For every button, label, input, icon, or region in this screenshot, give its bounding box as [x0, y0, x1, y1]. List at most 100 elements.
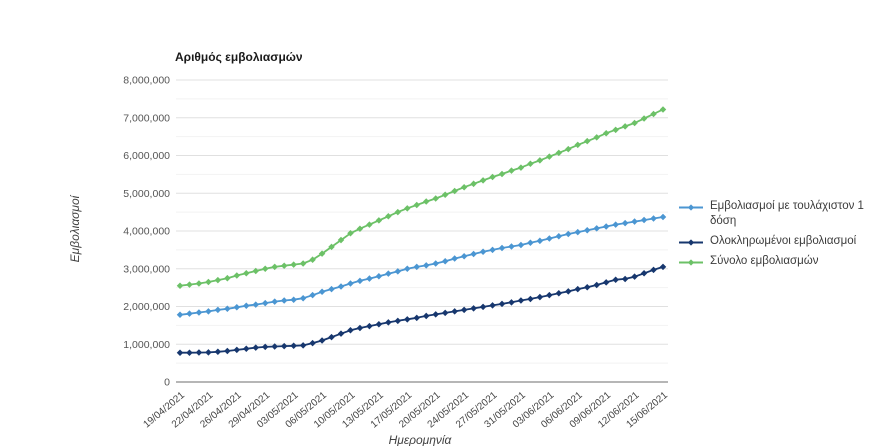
data-point-marker: [375, 217, 383, 224]
y-tick-label: 8,000,000: [123, 75, 170, 87]
legend-item-fully-vaccinated: Ολοκληρωμένοι εμβολιασμοί: [679, 234, 875, 249]
data-point-marker: [280, 262, 288, 269]
data-point-marker: [659, 106, 667, 113]
data-point-marker: [422, 312, 430, 320]
data-point-marker: [337, 330, 345, 337]
data-point-marker: [441, 309, 449, 317]
data-point-marker: [470, 180, 477, 188]
data-point-marker: [565, 145, 572, 153]
data-point-marker: [650, 266, 657, 274]
data-point-marker: [460, 183, 468, 191]
data-point-marker: [290, 296, 297, 303]
data-point-marker: [565, 288, 572, 295]
data-point-marker: [271, 298, 278, 305]
data-point-marker: [422, 262, 430, 269]
data-point-marker: [574, 285, 582, 293]
data-point-marker: [318, 337, 326, 344]
data-point-marker: [385, 319, 392, 326]
data-point-marker: [309, 339, 316, 347]
data-point-marker: [186, 310, 193, 317]
data-point-marker: [252, 344, 260, 351]
data-point-marker: [328, 285, 335, 293]
series-0: [176, 213, 667, 319]
data-point-marker: [612, 276, 619, 283]
x-axis-title: Ημερομηνία: [388, 433, 452, 446]
data-point-marker: [176, 349, 184, 356]
data-point-marker: [271, 343, 278, 350]
data-point-marker: [631, 273, 638, 280]
data-point-marker: [527, 160, 534, 168]
data-point-marker: [574, 228, 582, 236]
y-tick-label: 3,000,000: [123, 263, 170, 275]
data-point-marker: [243, 345, 250, 353]
data-point-marker: [612, 221, 619, 228]
data-point-marker: [470, 250, 477, 258]
data-point-marker: [375, 273, 383, 280]
data-point-marker: [527, 295, 534, 303]
data-point-marker: [347, 280, 354, 287]
data-point-marker: [205, 278, 212, 286]
data-point-marker: [280, 297, 288, 304]
data-point-marker: [593, 281, 600, 289]
data-point-marker: [555, 149, 563, 157]
data-point-marker: [583, 226, 591, 234]
data-point-marker: [536, 293, 544, 301]
data-point-marker: [252, 301, 260, 308]
y-tick-label: 5,000,000: [123, 188, 170, 200]
data-point-marker: [233, 346, 241, 354]
y-tick-label: 2,000,000: [123, 301, 170, 313]
data-point-marker: [261, 299, 269, 307]
data-point-marker: [356, 225, 364, 232]
y-tick-label: 7,000,000: [123, 112, 170, 124]
data-point-marker: [195, 349, 203, 356]
legend-item-label: Εμβολιασμοί με τουλάχιστον 1 δόση: [710, 200, 864, 227]
data-point-marker: [337, 283, 345, 290]
data-point-marker: [470, 305, 477, 312]
data-point-marker: [413, 201, 421, 209]
data-point-marker: [404, 316, 411, 323]
data-point-marker: [460, 306, 468, 314]
data-point-marker: [243, 270, 250, 277]
data-point-marker: [432, 311, 439, 318]
data-point-marker: [631, 119, 638, 127]
data-point-marker: [546, 291, 553, 299]
data-point-marker: [451, 187, 458, 195]
data-point-marker: [413, 263, 421, 271]
data-point-marker: [508, 243, 515, 250]
data-point-marker: [536, 237, 544, 245]
legend: Εμβολιασμοί με τουλάχιστον 1 δόση Ολοκλη…: [679, 199, 875, 274]
data-point-marker: [612, 126, 619, 134]
data-point-marker: [565, 230, 572, 238]
data-point-marker: [394, 317, 402, 325]
data-point-marker: [195, 309, 203, 316]
data-point-marker: [309, 256, 316, 263]
data-point-marker: [650, 215, 657, 222]
data-point-marker: [508, 167, 515, 174]
data-point-marker: [328, 243, 335, 251]
data-point-marker: [261, 343, 269, 351]
data-point-marker: [337, 236, 345, 244]
data-point-marker: [205, 349, 212, 356]
data-point-marker: [659, 213, 667, 221]
data-point-marker: [176, 311, 184, 319]
line-diamond-marker-icon: [679, 259, 703, 266]
data-point-marker: [290, 261, 297, 268]
data-point-marker: [489, 246, 496, 254]
data-point-marker: [517, 164, 525, 171]
data-point-marker: [176, 282, 184, 289]
data-point-marker: [640, 270, 648, 277]
data-point-marker: [224, 305, 231, 313]
data-point-marker: [280, 342, 288, 350]
data-point-marker: [659, 263, 667, 271]
data-point-marker: [224, 347, 231, 355]
data-point-marker: [555, 233, 563, 240]
data-point-marker: [214, 276, 222, 284]
data-point-marker: [366, 221, 373, 228]
data-point-marker: [451, 255, 458, 262]
legend-item-label: Ολοκληρωμένοι εμβολιασμοί: [710, 235, 857, 247]
data-point-marker: [479, 303, 487, 311]
data-point-marker: [394, 268, 402, 275]
data-point-marker: [214, 306, 222, 314]
data-point-marker: [356, 277, 364, 285]
